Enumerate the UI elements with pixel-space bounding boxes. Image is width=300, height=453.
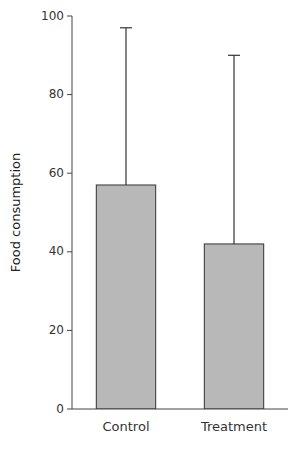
y-tick-label: 60 [49,166,64,180]
error-bar [228,55,240,244]
y-tick-label: 80 [49,87,64,101]
y-tick [67,251,72,252]
y-tick-label: 40 [49,244,64,258]
y-tick-label: 20 [49,323,64,337]
y-tick [67,16,72,17]
bar [204,244,263,409]
x-tick-label: Control [103,419,150,434]
error-bar [120,28,132,185]
x-tick-label: Treatment [200,419,267,434]
y-tick [67,94,72,95]
y-tick [67,330,72,331]
y-tick-label: 100 [41,9,64,23]
y-axis-line [72,16,73,409]
y-tick [67,173,72,174]
plot-area [96,28,263,409]
chart: 0 20 40 60 80 100 Control Treatment Food consump… [0,0,300,453]
y-tick [67,409,72,410]
x-axis-line [72,409,288,410]
y-tick-label: 0 [56,402,64,416]
bar [96,185,155,409]
y-axis-label: Food consumption [8,153,23,272]
